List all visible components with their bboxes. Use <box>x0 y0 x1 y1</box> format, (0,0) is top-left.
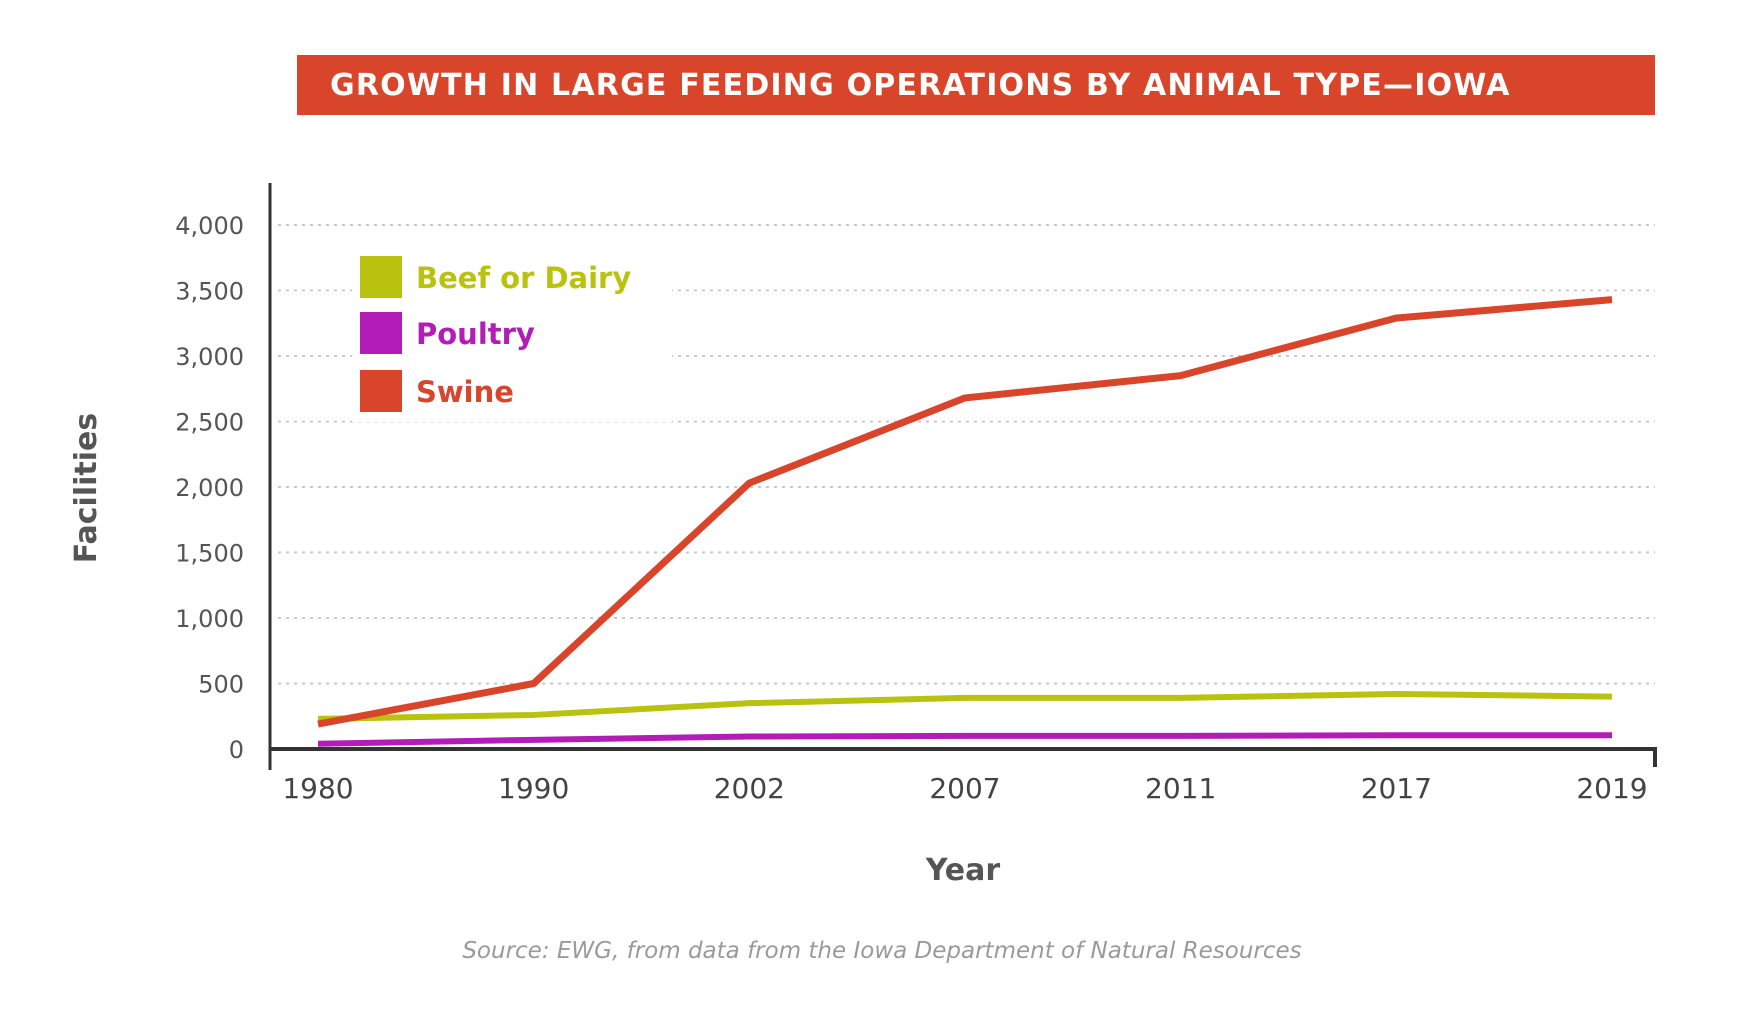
x-axis-label: Year <box>925 853 1001 888</box>
source-note: Source: EWG, from data from the Iowa Dep… <box>462 938 1302 964</box>
x-tick-label: 2002 <box>714 772 785 805</box>
x-tick-label: 2017 <box>1361 772 1432 805</box>
y-tick-label: 2,000 <box>175 474 244 502</box>
x-tick-label: 1990 <box>498 772 569 805</box>
legend-label-poultry: Poultry <box>416 317 535 351</box>
series-line-swine <box>317 296 1613 728</box>
chart-title: GROWTH IN LARGE FEEDING OPERATIONS BY AN… <box>330 67 1511 103</box>
x-tick-label: 2007 <box>929 772 1000 805</box>
legend-label-beef-or-dairy: Beef or Dairy <box>416 261 631 295</box>
series-line-beef-or-dairy <box>317 690 1613 722</box>
legend-swatch-swine <box>360 370 402 412</box>
legend-swatch-poultry <box>360 312 402 354</box>
legend-label-swine: Swine <box>416 375 514 409</box>
chart-title-bar: GROWTH IN LARGE FEEDING OPERATIONS BY AN… <box>297 55 1655 115</box>
x-tick-label: 1980 <box>282 772 353 805</box>
series-line-poultry <box>317 732 1612 747</box>
y-tick-label: 3,500 <box>175 278 244 306</box>
y-tick-label: 4,000 <box>175 212 244 240</box>
x-tick-label: 2011 <box>1145 772 1216 805</box>
y-tick-label: 1,000 <box>175 605 244 633</box>
x-tick-label: 2019 <box>1576 772 1647 805</box>
y-tick-label: 0 <box>229 736 244 764</box>
y-tick-label: 3,000 <box>175 343 244 371</box>
legend-background <box>352 242 672 422</box>
y-axis-label: Facilities <box>69 413 104 563</box>
y-tick-label: 1,500 <box>175 540 244 568</box>
y-tick-label: 2,500 <box>175 409 244 437</box>
legend-swatch-beef-or-dairy <box>360 256 402 298</box>
y-tick-label: 500 <box>198 671 244 699</box>
